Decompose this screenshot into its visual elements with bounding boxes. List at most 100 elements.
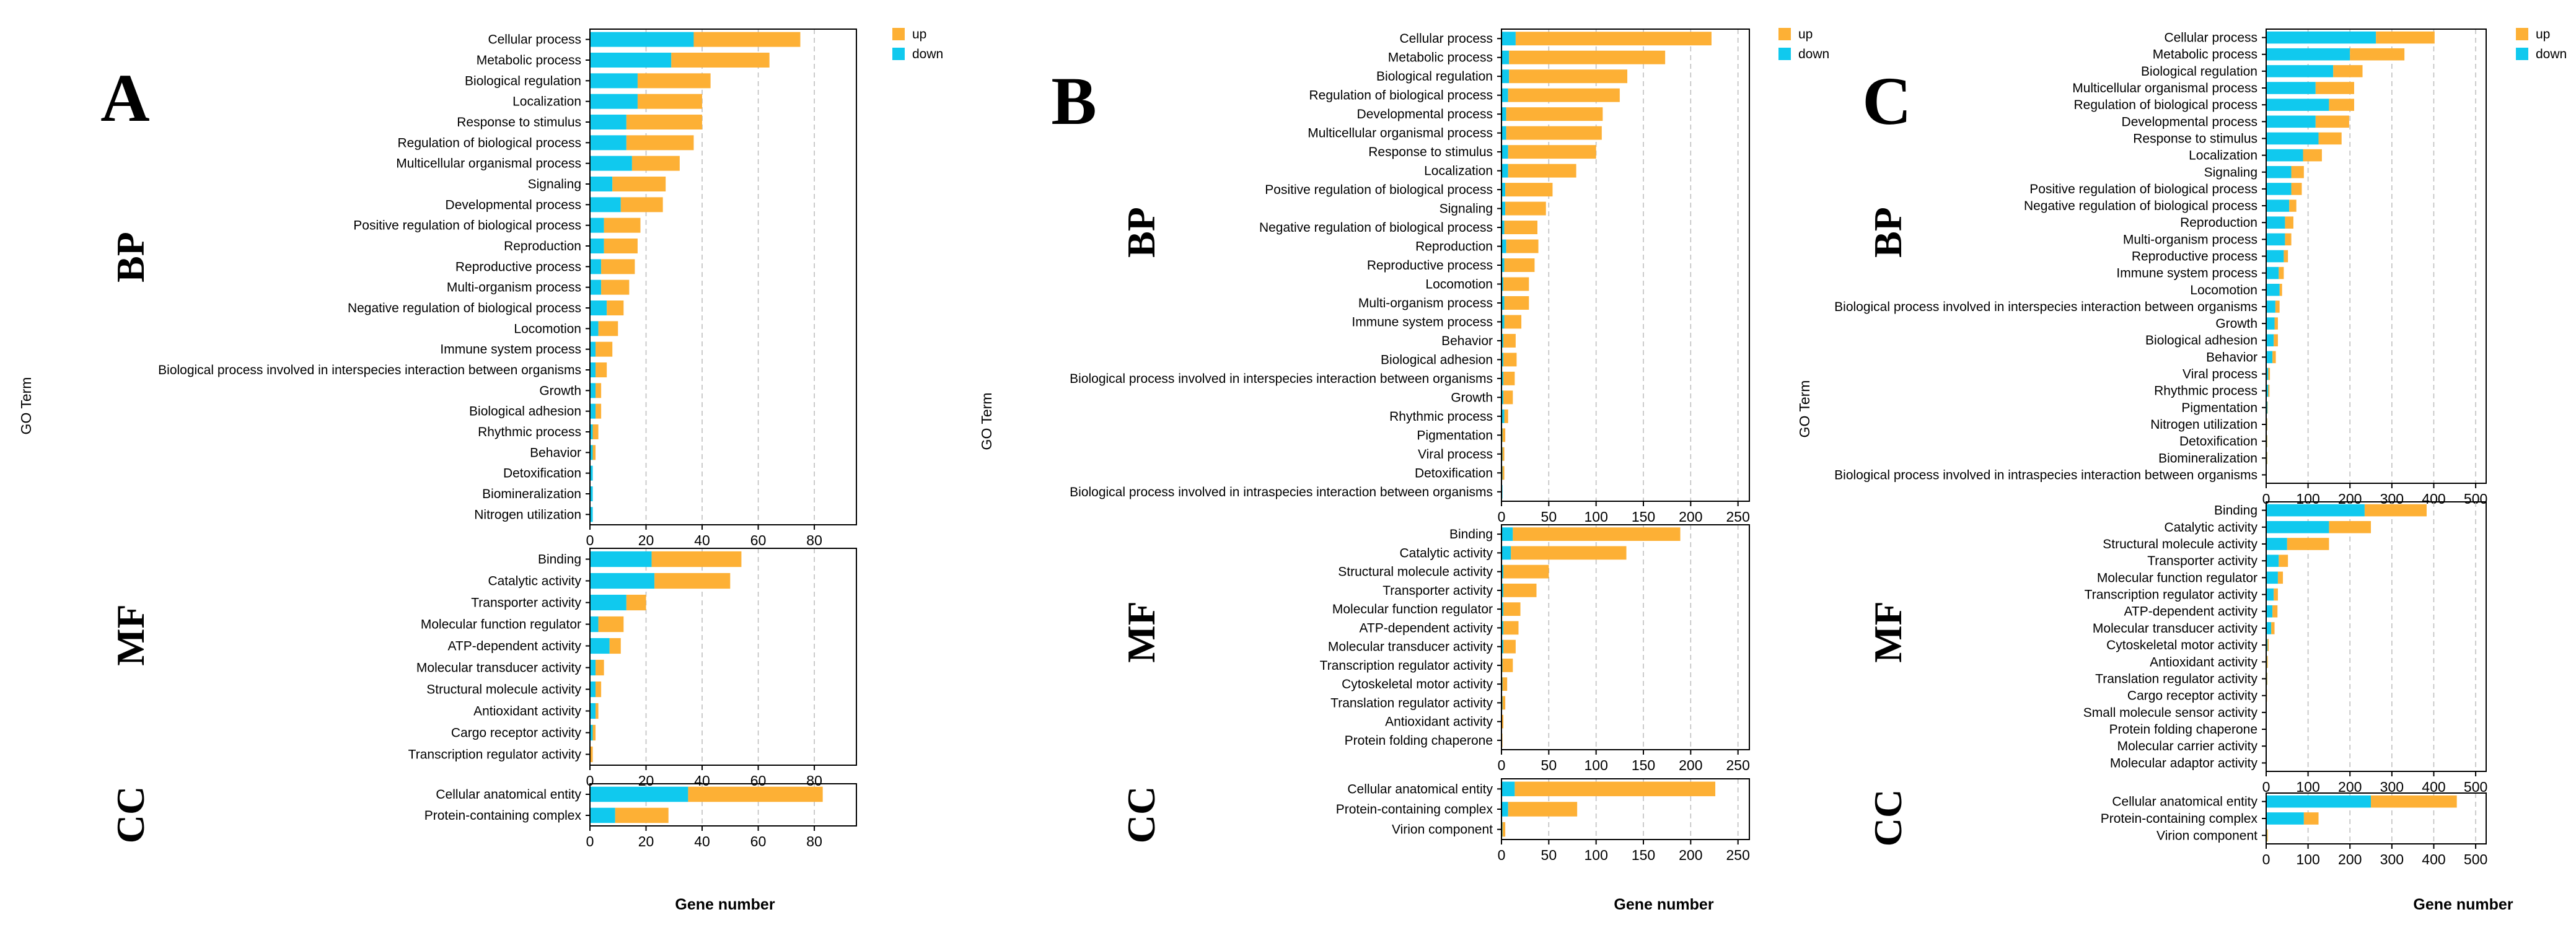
category-label: Viral process [2183, 367, 2257, 382]
bar-up [626, 135, 694, 151]
category-label: Virion component [2156, 828, 2257, 843]
x-tick-label: 100 [2296, 851, 2319, 867]
bar-down [2266, 183, 2292, 195]
bar-down [2266, 115, 2316, 128]
category-label: Reproduction [1415, 240, 1493, 254]
bar-down [2266, 165, 2292, 178]
category-label: Biological regulation [1376, 69, 1493, 84]
bar-down [590, 341, 596, 357]
category-label: Regulation of biological process [397, 136, 581, 150]
category-label: Molecular function regulator [1332, 602, 1493, 616]
category-label: Structural molecule activity [426, 683, 581, 697]
category-label: Molecular adaptor activity [2110, 756, 2258, 770]
category-label: ATP-dependent activity [1359, 621, 1493, 635]
bar-down [2266, 795, 2372, 808]
x-tick-label: 60 [750, 532, 767, 548]
bar-down [590, 659, 596, 676]
bar-down [590, 156, 632, 171]
category-label: Reproductive process [455, 260, 581, 274]
x-tick-label: 200 [2338, 851, 2362, 867]
bar-down [590, 177, 613, 191]
bar-up [1504, 315, 1522, 329]
category-label: Binding [2214, 504, 2257, 518]
category-label: Negative regulation of biological proces… [2024, 199, 2257, 213]
category-label: Biological process involved in interspec… [1070, 372, 1493, 386]
bar-up [1502, 677, 1508, 691]
bar-down [2266, 200, 2290, 212]
plot-frame [2266, 29, 2487, 484]
x-tick-label: 60 [750, 833, 767, 849]
category-label: Immune system process [1352, 315, 1493, 329]
category-label: Nitrogen utilization [474, 507, 581, 522]
bar-up [590, 746, 593, 763]
category-label: Detoxification [2179, 434, 2257, 449]
bar-down [2266, 149, 2303, 162]
bar-down [2266, 284, 2280, 296]
category-label: Protein folding chaperone [1345, 734, 1493, 748]
bar-down [590, 217, 604, 233]
bar-up [1511, 546, 1627, 560]
category-label: Molecular transducer activity [416, 661, 582, 675]
bar-up [2275, 300, 2280, 313]
x-tick-label: 20 [638, 833, 654, 849]
bar-up [1503, 333, 1516, 348]
bar-up [2329, 99, 2354, 111]
category-label: Immune system process [440, 343, 581, 357]
bar-up [1504, 258, 1535, 272]
bar-down [590, 383, 596, 398]
category-label: Viral process [1418, 447, 1493, 462]
category-label: Growth [539, 384, 581, 398]
category-label: Protein-containing complex [1336, 802, 1493, 817]
panel-letter: C [1862, 63, 1911, 139]
category-label: Biological regulation [2141, 64, 2257, 79]
bar-up [607, 300, 624, 315]
bar-down [2266, 639, 2268, 651]
bar-down [1501, 409, 1505, 423]
bar-down [2266, 82, 2316, 94]
category-label: ATP-dependent activity [2124, 605, 2257, 619]
bar-down [2266, 384, 2269, 397]
bar-up [2279, 266, 2284, 279]
section-cc: CC Cellular anatomical entity Protein-cont… [108, 783, 857, 849]
bar-down [1501, 333, 1504, 348]
category-label: Reproductive process [2132, 250, 2257, 264]
category-label: Multi-organism process [2123, 232, 2257, 247]
bar-down [1501, 32, 1516, 46]
bar-down [1501, 201, 1506, 216]
category-label: Growth [1451, 390, 1493, 405]
bar-up [1502, 658, 1513, 672]
category-label: Biological adhesion [469, 405, 581, 419]
legend-label-down: down [1798, 47, 1829, 61]
bar-up [2364, 504, 2427, 517]
bar-down [590, 594, 626, 611]
category-label: Catalytic activity [2164, 520, 2257, 535]
category-label: Response to stimulus [457, 115, 581, 129]
bar-down [590, 135, 626, 151]
bar-up [2333, 65, 2363, 77]
bar-down [1501, 296, 1505, 310]
bar-up [1508, 145, 1596, 159]
bar-up [1503, 371, 1515, 385]
bar-up [1508, 164, 1576, 178]
category-label: Locomotion [514, 322, 581, 336]
bar-up [2272, 351, 2276, 364]
category-label: Molecular transducer activity [1328, 640, 1493, 654]
x-tick-label: 80 [806, 833, 822, 849]
bar-down [590, 445, 593, 460]
bar-down [2266, 812, 2304, 825]
category-label: Biomineralization [2158, 451, 2257, 465]
x-tick-label: 40 [694, 532, 710, 548]
bar-up [2267, 639, 2269, 651]
bar-down [1501, 258, 1505, 272]
bar-up [604, 239, 638, 253]
bar-down [2266, 401, 2268, 414]
bar-up [1503, 390, 1513, 405]
bar-up [1501, 714, 1504, 729]
bar-up [601, 279, 630, 295]
bar-down [1501, 390, 1504, 405]
section-bp: BP Cellular process Metabolic process Biolo… [1070, 29, 1750, 525]
bar-down [2266, 504, 2365, 517]
bar-down [1501, 277, 1504, 291]
bar-up [596, 659, 604, 676]
bar-down [2266, 65, 2334, 77]
